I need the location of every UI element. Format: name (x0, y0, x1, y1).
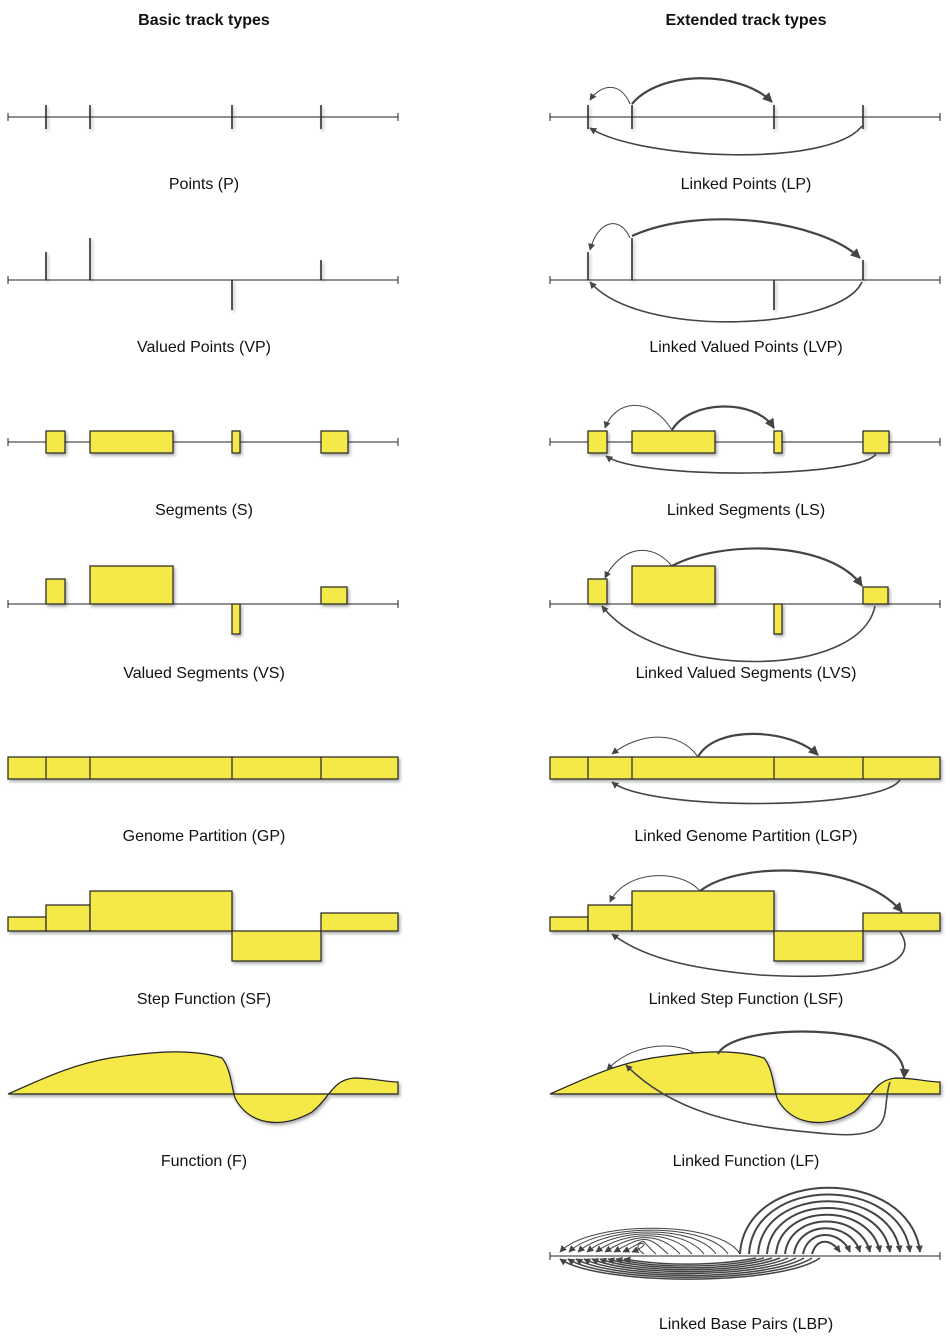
step-function-track (7, 890, 399, 962)
label-linked-step-function: Linked Step Function (LSF) (648, 991, 844, 1008)
segments-track (7, 430, 399, 454)
base-pair-arc (766, 1207, 893, 1255)
label-linked-valued-segments: Linked Valued Segments (LVS) (635, 665, 857, 682)
label-genome-partition: Genome Partition (GP) (122, 828, 286, 845)
linked-base-pairs-track (549, 1186, 941, 1280)
base-pair-arc (775, 1213, 883, 1255)
base-pair-arc (559, 1257, 821, 1280)
base-pair-arc (811, 1240, 841, 1255)
label-linked-points: Linked Points (LP) (680, 176, 812, 193)
label-linked-base-pairs: Linked Base Pairs (LBP) (658, 1316, 834, 1333)
label-segments: Segments (S) (155, 502, 253, 519)
linked-points-track (549, 77, 941, 156)
basic-heading: Basic track types (138, 12, 270, 29)
base-pair-arc (583, 1257, 797, 1275)
label-linked-genome-partition: Linked Genome Partition (LGP) (634, 828, 858, 845)
linked-function-track (549, 1030, 941, 1136)
points-track (7, 105, 399, 129)
base-pair-arc (784, 1220, 872, 1255)
valued-points-track (7, 238, 399, 310)
linked-valued-segments-track (549, 547, 941, 663)
genome-partition-track (7, 756, 399, 780)
extended-heading: Extended track types (665, 12, 827, 29)
linked-genome-partition-track (549, 732, 941, 805)
base-pair-arc (748, 1193, 913, 1255)
base-pair-arc (591, 1257, 789, 1273)
base-pair-arc (568, 1229, 729, 1255)
linked-step-function-track (549, 869, 941, 978)
base-pair-arc (575, 1257, 805, 1277)
base-pair-arc (739, 1186, 923, 1255)
label-linked-valued-points: Linked Valued Points (LVP) (649, 339, 843, 356)
base-pair-arc (613, 1239, 669, 1255)
linked-segments-track (549, 404, 941, 474)
base-pair-arc (586, 1233, 705, 1255)
base-pair-arc (577, 1231, 717, 1255)
label-step-function: Step Function (SF) (136, 991, 272, 1008)
label-linked-segments: Linked Segments (LS) (666, 502, 826, 519)
label-points: Points (P) (168, 176, 240, 193)
function-track (7, 1051, 399, 1124)
valued-segments-track (7, 565, 399, 635)
base-pair-arc (757, 1200, 903, 1255)
base-pair-arc (622, 1240, 657, 1255)
base-pair-arc (631, 1242, 645, 1255)
base-pair-arc (567, 1257, 813, 1278)
label-linked-function: Linked Function (LF) (672, 1153, 820, 1170)
linked-valued-points-track (549, 218, 941, 323)
base-pair-arc (615, 1257, 765, 1267)
label-valued-points: Valued Points (VP) (137, 339, 271, 356)
base-pair-arc (559, 1227, 741, 1255)
base-pair-arc (623, 1256, 757, 1265)
base-pair-arc (793, 1227, 862, 1255)
label-function: Function (F) (160, 1153, 248, 1170)
label-valued-segments: Valued Segments (VS) (123, 665, 285, 682)
base-pair-arc (802, 1234, 851, 1255)
